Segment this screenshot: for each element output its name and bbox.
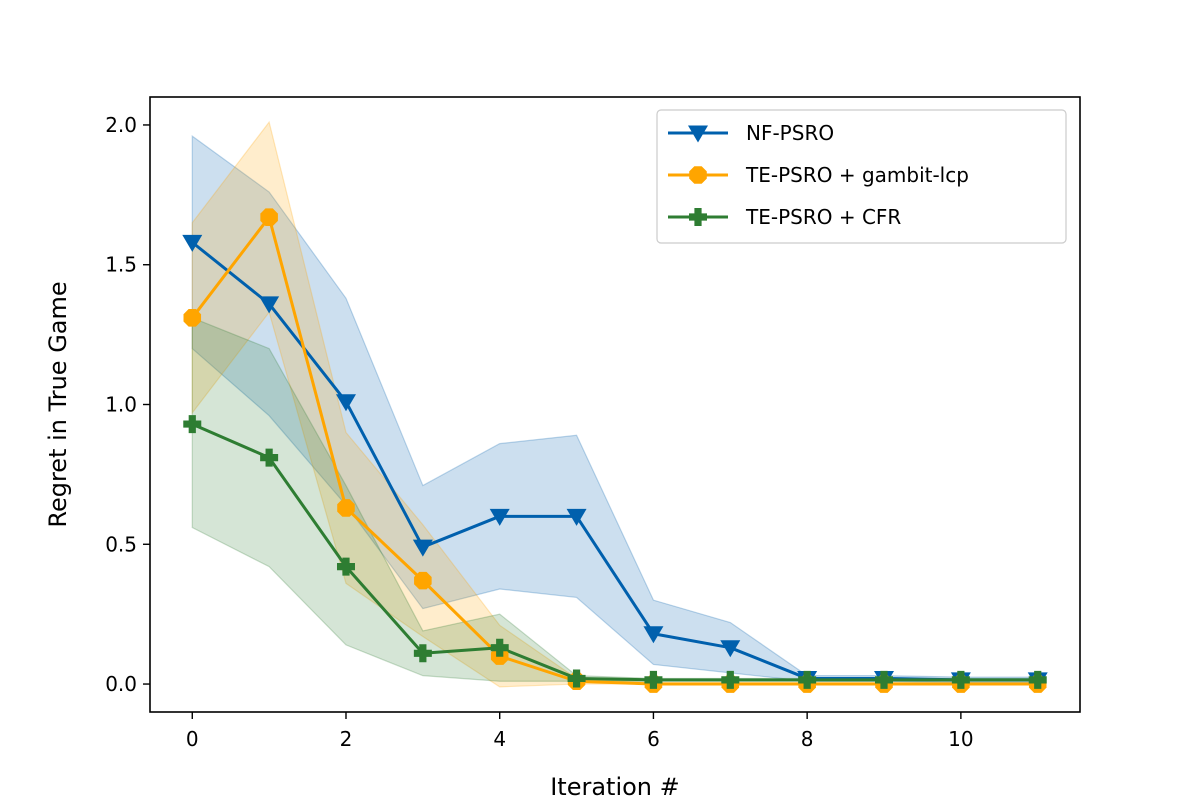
legend-label-0: NF-PSRO — [746, 121, 834, 145]
data-point-0-2 — [335, 394, 356, 412]
x-tick-label: 0 — [186, 727, 199, 751]
x-tick-label: 10 — [948, 727, 973, 751]
data-point-2-1 — [260, 448, 279, 467]
legend-marker-0 — [688, 125, 708, 143]
data-point-0-7 — [720, 640, 741, 658]
x-tick-label: 4 — [493, 727, 506, 751]
y-axis-label: Regret in True Game — [44, 281, 72, 527]
data-point-2-0 — [183, 415, 202, 434]
data-point-1-1 — [260, 208, 278, 226]
data-point-0-6 — [643, 626, 664, 644]
legend-marker-1 — [689, 166, 707, 184]
data-point-2-9 — [875, 670, 894, 689]
legend-marker-2 — [689, 208, 707, 226]
y-axis-ticks: 0.0 0.5 1.0 1.5 2.0 — [105, 113, 150, 696]
data-point-0-4 — [489, 508, 510, 526]
x-tick-label: 8 — [801, 727, 814, 751]
x-axis-label: Iteration # — [550, 773, 680, 800]
data-point-2-10 — [951, 670, 970, 689]
y-tick-label: 1.5 — [105, 253, 137, 277]
data-point-0-5 — [566, 508, 587, 526]
legend: NF-PSRO TE-PSRO + gambit-lcp TE-PSRO + CFR — [656, 109, 1067, 244]
data-point-0-1 — [259, 296, 280, 314]
data-point-2-2 — [336, 557, 355, 576]
x-tick-label: 6 — [647, 727, 660, 751]
legend-label-1: TE-PSRO + gambit-lcp — [745, 163, 969, 187]
series-lines — [191, 215, 1038, 686]
series-markers — [182, 208, 1048, 693]
y-tick-label: 2.0 — [105, 113, 137, 137]
y-tick-label: 0.5 — [105, 532, 137, 556]
data-point-2-3 — [413, 644, 432, 663]
data-point-2-7 — [721, 670, 740, 689]
y-tick-label: 1.0 — [105, 393, 137, 417]
legend-box — [656, 109, 1067, 244]
data-point-1-0 — [183, 309, 202, 327]
legend-label-2: TE-PSRO + CFR — [745, 205, 901, 229]
series-line-2 — [191, 422, 1038, 682]
x-tick-label: 2 — [340, 727, 353, 751]
data-point-2-5 — [567, 669, 586, 688]
data-point-2-8 — [798, 670, 817, 689]
y-tick-label: 0.0 — [105, 672, 137, 696]
data-point-0-0 — [182, 234, 203, 252]
data-point-2-6 — [644, 670, 663, 689]
data-point-0-3 — [412, 539, 433, 557]
legend-items: NF-PSRO TE-PSRO + gambit-lcp TE-PSRO + CFR — [668, 121, 969, 229]
series-line-1 — [191, 215, 1038, 686]
data-point-1-3 — [414, 571, 432, 590]
data-point-1-2 — [337, 499, 355, 517]
data-point-2-11 — [1028, 670, 1047, 689]
data-point-2-4 — [490, 638, 509, 657]
x-axis-ticks: 0 2 4 6 8 10 — [186, 712, 974, 751]
